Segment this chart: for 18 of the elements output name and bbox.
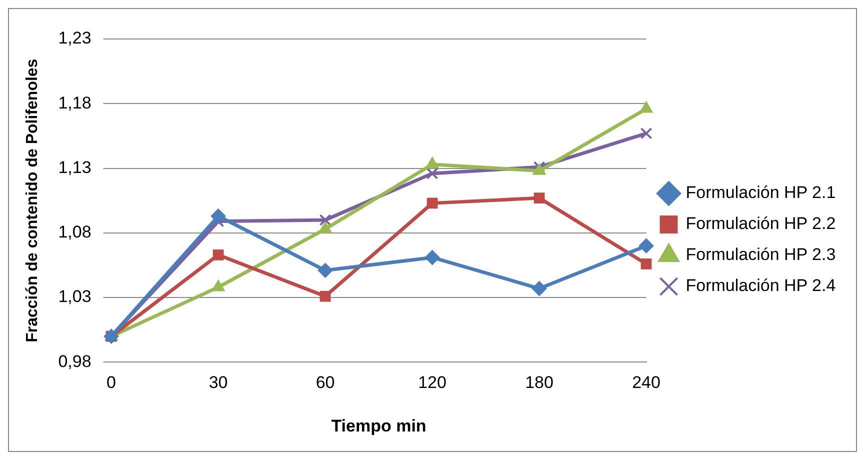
y-tick-label: 1,03 [58, 287, 92, 306]
y-tick-label: 0,98 [58, 352, 92, 371]
x-tick-label: 240 [632, 373, 660, 392]
x-tick-label: 60 [316, 373, 335, 392]
x-axis-title: Tiempo min [331, 416, 426, 436]
y-tick-label: 1,18 [58, 93, 92, 112]
x-tick-label: 180 [525, 373, 554, 392]
legend-label: Formulación HP 2.2 [686, 214, 836, 234]
y-tick-label: 1,13 [58, 158, 92, 177]
x-tick-label: 120 [418, 373, 446, 392]
y-tick-label: 1,08 [58, 222, 92, 242]
y-tick-label: 1,23 [58, 28, 92, 48]
x-tick-label: 0 [106, 373, 116, 392]
legend-label: Formulación HP 2.4 [686, 276, 836, 296]
y-axis-title: Fracción de contenido de Polifenoles [24, 58, 42, 342]
x-tick-label: 30 [208, 373, 228, 392]
legend-label: Formulación HP 2.3 [686, 245, 836, 264]
legend-label: Formulación HP 2.1 [686, 183, 836, 202]
